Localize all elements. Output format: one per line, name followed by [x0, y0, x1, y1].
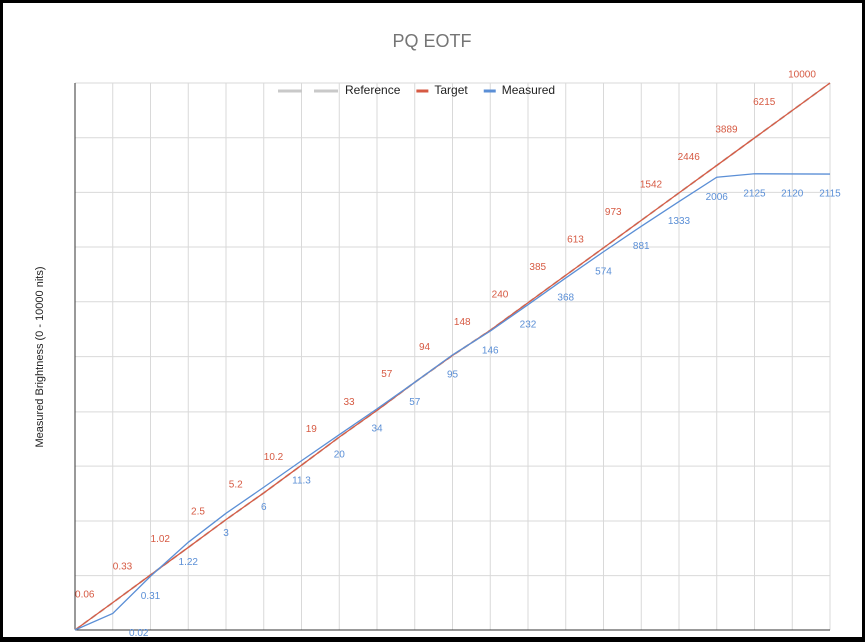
data-label: 2125: [743, 188, 766, 199]
data-label: 95: [447, 370, 459, 381]
data-label: 20: [334, 449, 346, 460]
data-label: 94: [419, 342, 431, 353]
legend-item: Measured: [483, 83, 555, 97]
data-label: 19: [306, 424, 318, 435]
legend-label: Measured: [502, 83, 555, 97]
data-label: 1.02: [151, 534, 171, 545]
data-label: 33: [343, 397, 355, 408]
legend-label: Target: [434, 83, 468, 97]
data-label: 613: [567, 234, 584, 245]
data-label: 6215: [753, 97, 776, 108]
data-label: 2.5: [191, 506, 205, 517]
data-label: 0.06: [75, 589, 95, 600]
data-label: 146: [482, 346, 499, 357]
data-label: 1333: [668, 216, 691, 227]
data-label: 0.02: [129, 628, 149, 639]
y-axis-title: Measured Brightness (0 - 10000 nits): [34, 267, 46, 448]
legend-item: Target: [416, 83, 468, 97]
data-label: 2006: [706, 192, 729, 203]
data-label: 2120: [781, 189, 804, 200]
data-label: 11.3: [292, 475, 311, 486]
data-label: 0.31: [141, 591, 161, 602]
chart-background: [3, 3, 862, 637]
data-label: 240: [492, 289, 509, 300]
data-label: 385: [529, 262, 546, 273]
data-label: 1.22: [179, 557, 199, 568]
data-label: 0.33: [113, 562, 133, 573]
data-label: 368: [557, 293, 574, 304]
data-label: 34: [371, 424, 383, 435]
chart-title: PQ EOTF: [392, 31, 471, 51]
legend-label: Reference: [345, 83, 401, 97]
data-label: 10000: [788, 70, 816, 81]
data-label: 148: [454, 317, 471, 328]
data-label: 3: [223, 528, 229, 539]
data-label: 232: [520, 319, 537, 330]
data-label: 1542: [640, 180, 663, 191]
series-line: [74, 173, 831, 631]
data-label: 2115: [819, 189, 841, 200]
data-label: 3889: [715, 125, 738, 136]
data-label: 10.2: [264, 452, 284, 463]
legend-item: Reference: [278, 83, 401, 97]
data-label: 5.2: [229, 480, 243, 491]
data-label: 6: [261, 502, 267, 513]
data-label: 2446: [678, 152, 701, 163]
data-label: 57: [381, 369, 393, 380]
data-label: 574: [595, 266, 612, 277]
data-label: 881: [633, 241, 650, 252]
data-label: 57: [409, 397, 421, 408]
data-label: 973: [605, 207, 622, 218]
